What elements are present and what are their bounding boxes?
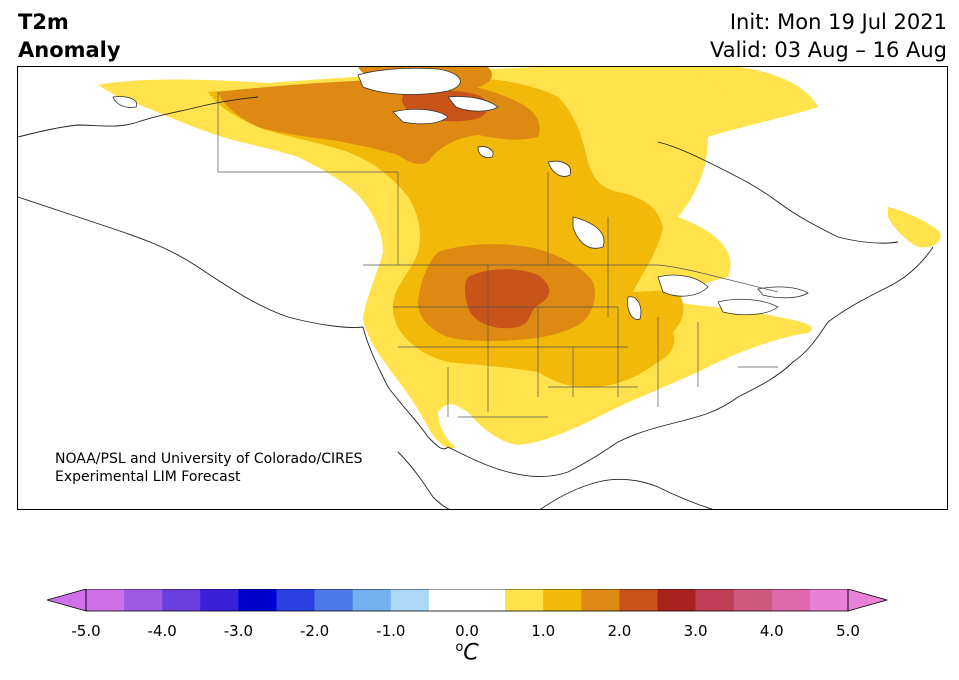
colorbar-swatch [771, 589, 811, 611]
colorbar-swatch [657, 589, 696, 611]
lakes [112, 67, 809, 320]
colorbar-tick-label: 2.0 [607, 622, 632, 640]
colorbar-swatch [467, 589, 506, 611]
colorbar-swatch [238, 589, 277, 611]
colorbar-swatch [619, 589, 658, 611]
map-panel [17, 66, 948, 510]
init-date: Init: Mon 19 Jul 2021 [729, 10, 947, 34]
colorbar-tick-label: 0.0 [455, 622, 479, 640]
colorbar-swatch [543, 589, 582, 611]
colorbar-tick-label: -5.0 [71, 622, 101, 640]
colorbar-swatch [581, 589, 620, 611]
colorbar-tick-label: -1.0 [376, 622, 406, 640]
colorbar-swatch [124, 589, 163, 611]
colorbar-unit: oC [455, 640, 478, 665]
colorbar-tick-label: 4.0 [759, 622, 784, 640]
colorbar-tick-label: -4.0 [147, 622, 177, 640]
credit-text: NOAA/PSL and University of Colorado/CIRE… [55, 450, 363, 486]
unit-letter: C [463, 640, 479, 666]
colorbar-swatch [505, 589, 544, 611]
colorbar-swatch [162, 589, 201, 611]
colorbar [47, 589, 889, 612]
colorbar-swatch [390, 589, 430, 611]
coastlines [18, 96, 934, 509]
credit-line2: Experimental LIM Forecast [55, 469, 241, 485]
colorbar-tick-label: -2.0 [299, 622, 330, 640]
colorbar-swatch [695, 589, 734, 611]
unit-degree: o [455, 640, 464, 655]
valid-period: Valid: 03 Aug – 16 Aug [709, 38, 947, 62]
anomaly-map [18, 67, 941, 509]
colorbar-swatch [733, 589, 773, 611]
colorbar-swatch [276, 589, 315, 611]
colorbar-tick-label: 1.0 [531, 622, 556, 640]
colorbar-extend-low [47, 589, 87, 612]
colorbar-extend-high [847, 589, 889, 612]
credit-line1: NOAA/PSL and University of Colorado/CIRE… [55, 451, 363, 467]
colorbar-segments [86, 589, 849, 611]
colorbar-swatch [200, 589, 239, 611]
title-variable: T2m [18, 10, 69, 34]
border-lines [217, 92, 779, 418]
colorbar-swatch [86, 589, 125, 611]
colorbar-swatch [314, 589, 353, 611]
colorbar-tick-label: 3.0 [683, 622, 708, 640]
colorbar-tick-label: -3.0 [223, 622, 254, 640]
forecast-dates: Init: Mon 19 Jul 2021 Valid: 03 Aug – 16… [710, 8, 947, 64]
colorbar-swatch [428, 589, 468, 611]
map-title: T2m Anomaly [18, 8, 121, 64]
colorbar-tick-label: 5.0 [836, 622, 860, 640]
colorbar-swatch [352, 589, 392, 611]
colorbar-swatch [809, 589, 849, 611]
colorbar-outline [85, 589, 849, 612]
title-anomaly: Anomaly [18, 38, 121, 62]
